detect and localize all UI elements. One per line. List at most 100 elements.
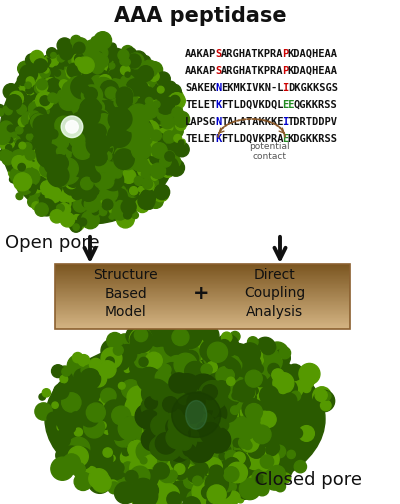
Circle shape bbox=[110, 73, 118, 80]
Circle shape bbox=[182, 365, 204, 386]
Circle shape bbox=[34, 59, 47, 73]
Circle shape bbox=[286, 364, 303, 381]
Circle shape bbox=[93, 136, 102, 145]
Text: +: + bbox=[193, 284, 209, 303]
Circle shape bbox=[8, 97, 20, 109]
Circle shape bbox=[76, 119, 88, 131]
Circle shape bbox=[47, 412, 59, 424]
Circle shape bbox=[140, 106, 157, 122]
Circle shape bbox=[130, 51, 146, 68]
Text: N: N bbox=[215, 83, 222, 93]
Circle shape bbox=[131, 96, 139, 104]
Circle shape bbox=[131, 439, 150, 458]
Circle shape bbox=[198, 382, 212, 396]
Circle shape bbox=[156, 113, 174, 130]
Circle shape bbox=[113, 188, 127, 203]
Circle shape bbox=[169, 410, 189, 430]
Bar bbox=[55, 306, 350, 307]
Circle shape bbox=[156, 104, 174, 121]
Circle shape bbox=[140, 161, 153, 174]
Circle shape bbox=[80, 368, 100, 390]
Circle shape bbox=[60, 372, 73, 385]
Circle shape bbox=[172, 329, 189, 346]
Circle shape bbox=[75, 57, 84, 67]
Circle shape bbox=[300, 374, 314, 388]
Bar bbox=[55, 287, 350, 288]
Circle shape bbox=[99, 422, 106, 429]
Circle shape bbox=[152, 493, 174, 504]
Circle shape bbox=[186, 412, 204, 430]
Circle shape bbox=[130, 178, 147, 195]
Circle shape bbox=[200, 422, 221, 444]
Circle shape bbox=[22, 179, 27, 185]
Circle shape bbox=[95, 197, 107, 209]
Circle shape bbox=[152, 427, 165, 440]
Circle shape bbox=[128, 76, 134, 82]
Circle shape bbox=[59, 178, 76, 195]
Circle shape bbox=[174, 432, 197, 454]
Circle shape bbox=[159, 83, 168, 92]
Circle shape bbox=[118, 87, 133, 102]
Circle shape bbox=[195, 418, 209, 432]
Circle shape bbox=[135, 369, 146, 380]
Circle shape bbox=[70, 133, 85, 148]
Circle shape bbox=[148, 399, 155, 406]
Circle shape bbox=[123, 78, 131, 86]
Circle shape bbox=[145, 455, 156, 467]
Circle shape bbox=[186, 413, 214, 441]
Circle shape bbox=[188, 476, 196, 484]
Circle shape bbox=[65, 76, 79, 90]
Circle shape bbox=[171, 406, 198, 432]
Circle shape bbox=[169, 373, 189, 393]
Circle shape bbox=[180, 410, 209, 439]
Circle shape bbox=[268, 406, 291, 428]
Text: KDAQHEAA: KDAQHEAA bbox=[288, 49, 338, 59]
Circle shape bbox=[25, 82, 31, 88]
Circle shape bbox=[116, 210, 134, 228]
Circle shape bbox=[131, 373, 154, 397]
Circle shape bbox=[51, 457, 74, 480]
Circle shape bbox=[70, 221, 82, 232]
Circle shape bbox=[62, 81, 80, 99]
Circle shape bbox=[138, 478, 155, 495]
Circle shape bbox=[100, 83, 107, 89]
Circle shape bbox=[17, 75, 28, 85]
Circle shape bbox=[110, 143, 120, 154]
Circle shape bbox=[194, 396, 219, 420]
Circle shape bbox=[196, 324, 219, 347]
Circle shape bbox=[49, 140, 70, 160]
Circle shape bbox=[268, 354, 282, 368]
Circle shape bbox=[116, 93, 132, 108]
Circle shape bbox=[57, 188, 74, 205]
Circle shape bbox=[114, 149, 134, 169]
Bar bbox=[55, 328, 350, 329]
Circle shape bbox=[57, 158, 78, 179]
Circle shape bbox=[75, 413, 86, 423]
Bar bbox=[55, 292, 350, 293]
Circle shape bbox=[165, 333, 172, 340]
Circle shape bbox=[75, 108, 95, 129]
Circle shape bbox=[126, 79, 143, 96]
Circle shape bbox=[7, 133, 12, 139]
Circle shape bbox=[238, 437, 250, 448]
Circle shape bbox=[26, 142, 44, 160]
Text: TELET: TELET bbox=[185, 100, 216, 110]
Circle shape bbox=[70, 112, 92, 134]
Circle shape bbox=[134, 176, 144, 185]
Circle shape bbox=[178, 403, 205, 429]
Circle shape bbox=[166, 470, 173, 476]
Circle shape bbox=[153, 88, 166, 101]
Circle shape bbox=[224, 446, 230, 452]
Bar bbox=[55, 273, 350, 274]
Text: K: K bbox=[215, 100, 222, 110]
Bar bbox=[55, 273, 350, 275]
Text: ARGHATKPRA: ARGHATKPRA bbox=[221, 66, 284, 76]
Circle shape bbox=[134, 352, 150, 368]
Circle shape bbox=[186, 359, 207, 381]
Bar bbox=[55, 281, 350, 283]
Circle shape bbox=[176, 377, 192, 394]
Circle shape bbox=[91, 124, 106, 139]
Text: Structure
Based
Model: Structure Based Model bbox=[94, 268, 158, 319]
Circle shape bbox=[75, 172, 84, 182]
Circle shape bbox=[81, 50, 90, 59]
